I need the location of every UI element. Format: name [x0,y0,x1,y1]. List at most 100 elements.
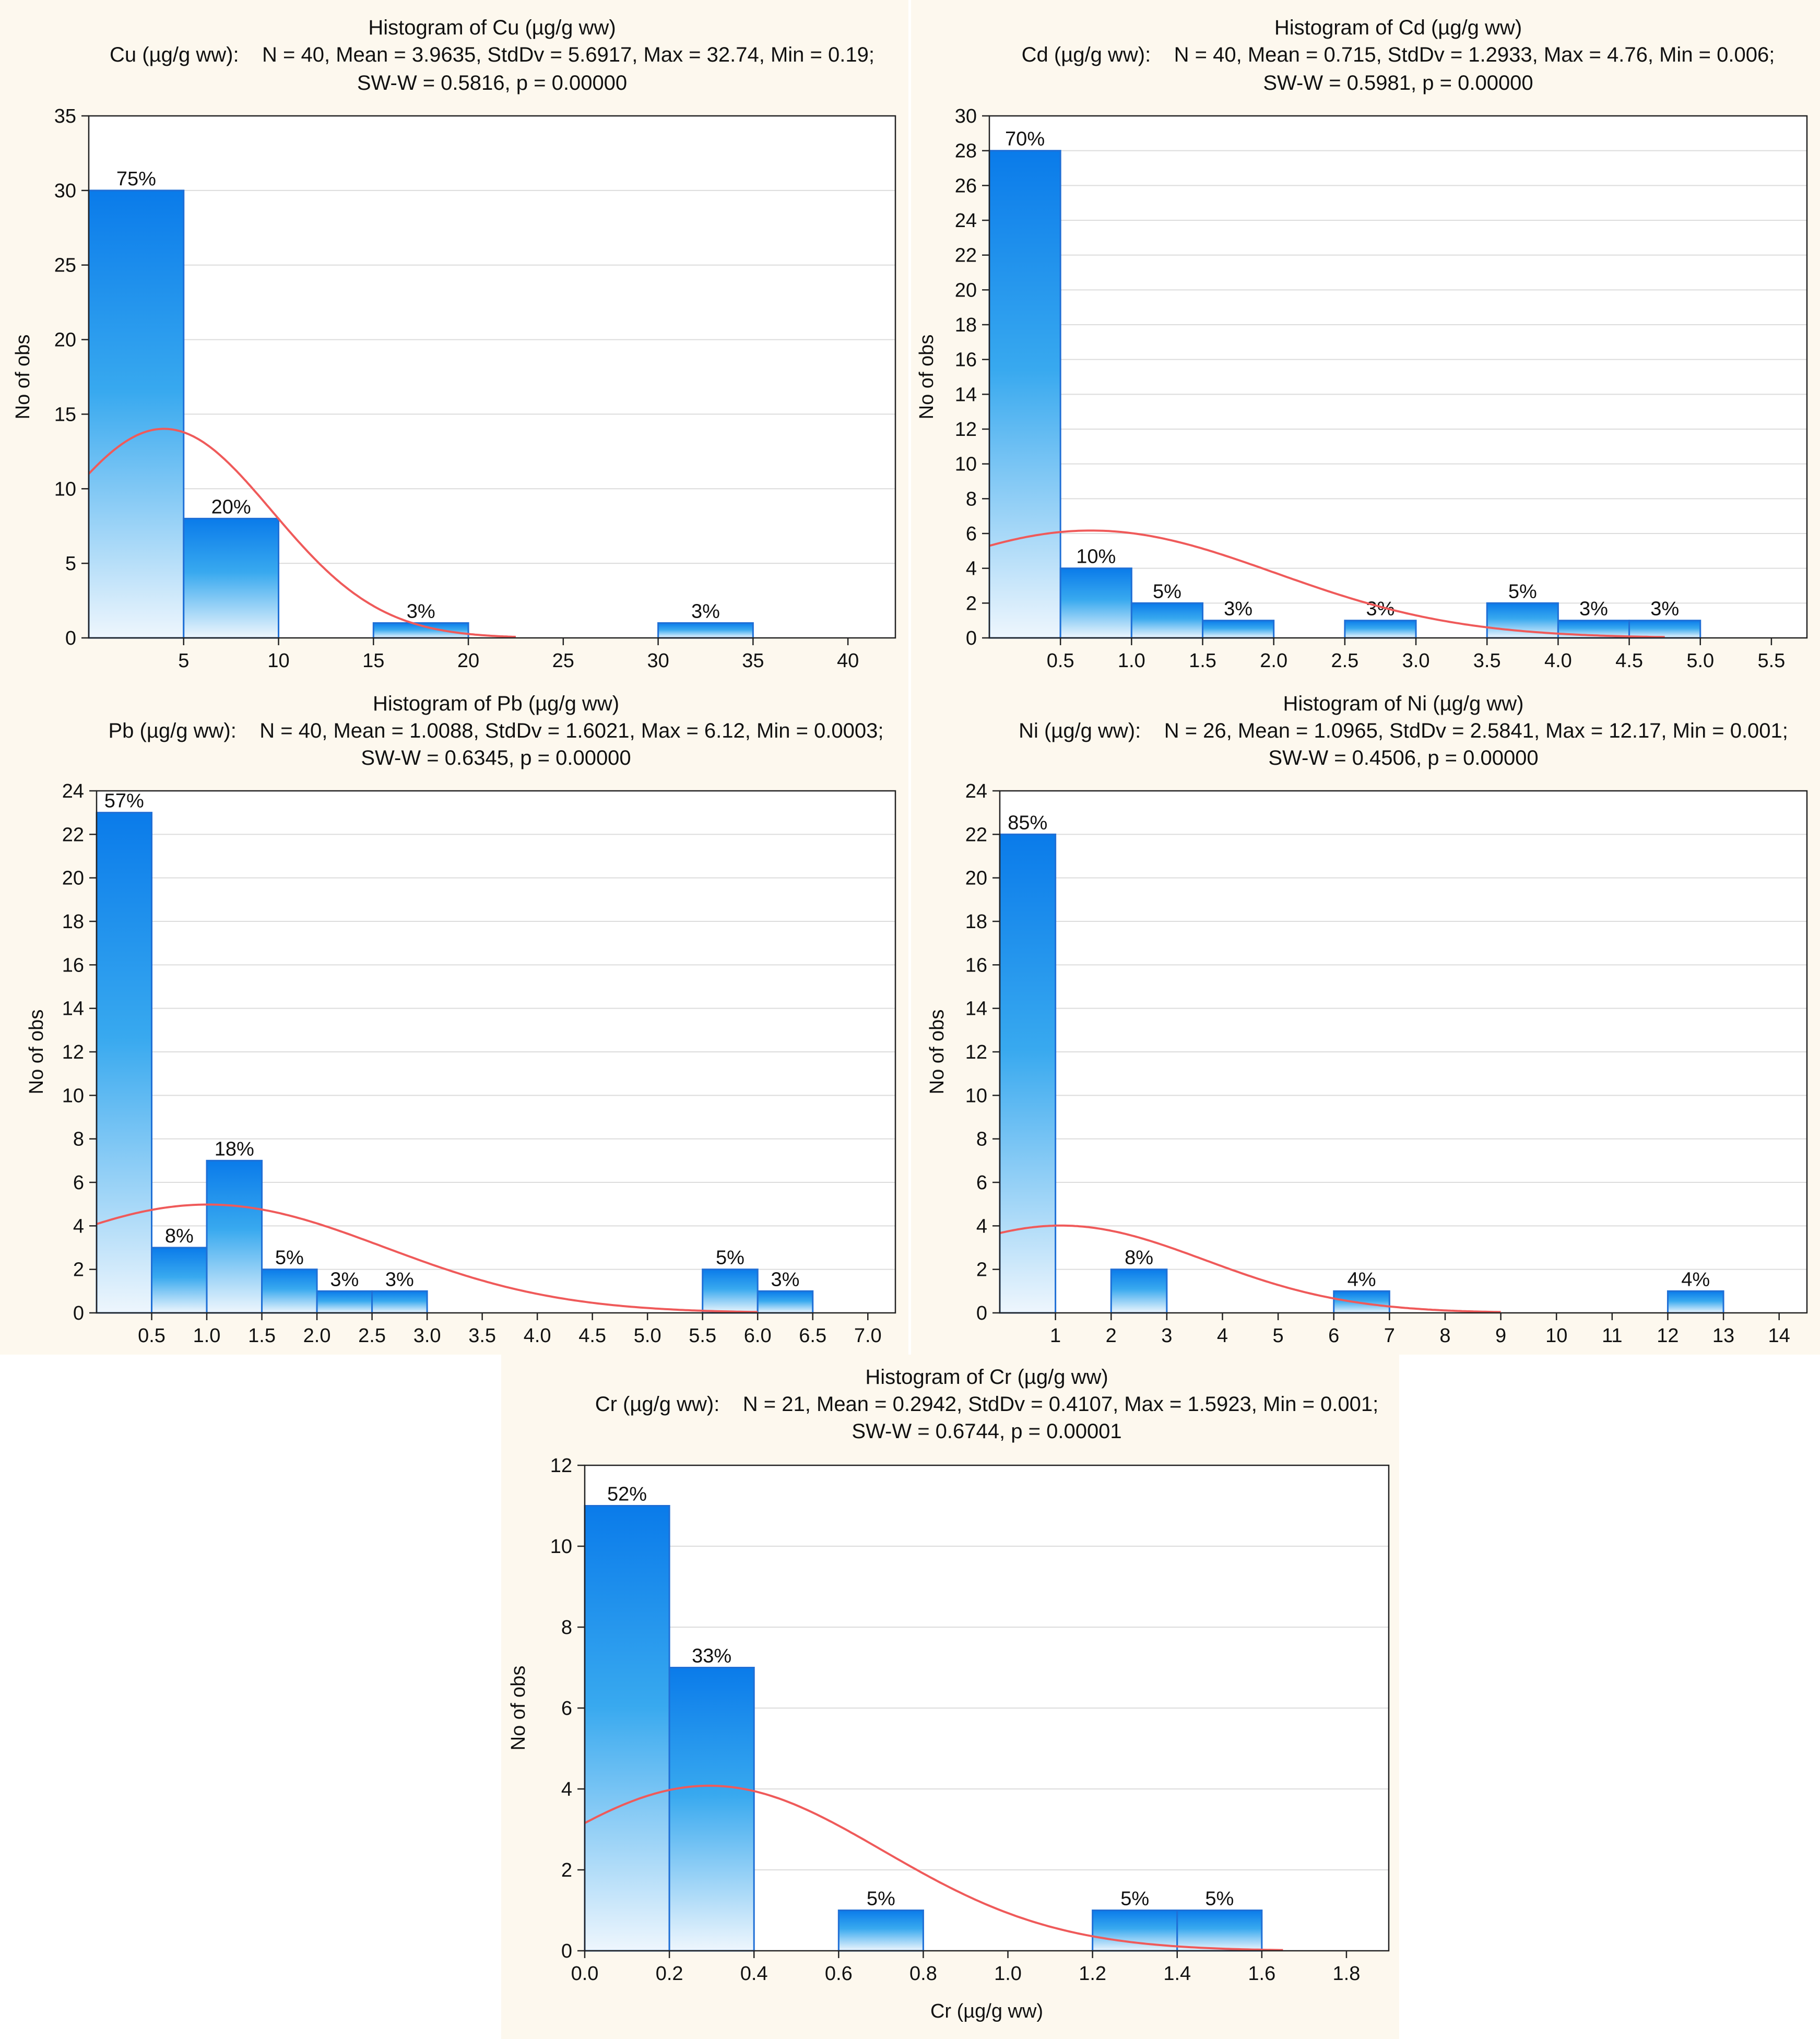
bar-percent-label: 5% [1153,580,1181,602]
bar-percent-label: 3% [1650,598,1679,620]
y-tick-label: 20 [955,279,977,301]
bar-percent-label: 5% [275,1247,304,1269]
x-tick-label: 8 [1439,1325,1450,1347]
x-axis-label: Cr (µg/g ww) [930,2000,1043,2022]
x-tick-label: 2 [1106,1325,1117,1347]
histogram-bar [657,622,754,639]
x-tick-label: 1.0 [1118,650,1145,672]
histogram-bar [206,1159,263,1314]
histogram-bar [1092,1910,1178,1952]
y-tick-label: 24 [62,780,84,802]
x-tick-label: 3.5 [468,1325,496,1347]
y-tick-label: 24 [955,210,977,232]
bar-percent-label: 33% [692,1645,731,1667]
bar-percent-label: 3% [330,1269,359,1290]
x-tick-label: 4.5 [578,1325,606,1347]
y-tick-label: 0 [65,627,76,649]
plot-frame [988,115,1808,639]
histogram-bar [1344,620,1417,639]
histogram-ni: Histogram of Ni (µg/g ww) Ni (µg/g ww): N… [911,681,1820,1355]
histogram-cu: Histogram of Cu (µg/g ww) Cu (µg/g ww): N… [0,0,908,681]
histogram-bar [96,812,153,1314]
x-tick-label: 12 [1657,1325,1679,1347]
bar-percent-label: 8% [165,1225,194,1247]
y-tick-label: 0 [561,1940,572,1962]
x-tick-label: 0.5 [1047,650,1074,672]
histogram-pb: Histogram of Pb (µg/g ww) Pb (µg/g ww): N… [0,681,908,1355]
histogram-bar [757,1290,814,1314]
histogram-bar [837,1910,924,1952]
x-tick-label: 9 [1495,1325,1506,1347]
y-tick-label: 16 [965,954,987,976]
y-axis-label: No of obs [12,335,34,420]
histogram-bar [702,1269,759,1314]
x-tick-label: 30 [647,650,669,672]
chart-title: Histogram of Cd (µg/g ww) [1274,16,1522,39]
bar-percent-label: 20% [211,496,251,518]
y-axis-label: No of obs [916,335,938,420]
y-tick-label: 35 [54,105,76,127]
bar-percent-label: 5% [716,1247,744,1269]
y-tick-label: 20 [54,329,76,351]
y-axis-label: No of obs [926,1010,948,1095]
chart-stats-line-2: SW-W = 0.6345, p = 0.00000 [361,746,631,769]
y-tick-label: 10 [54,478,76,500]
y-tick-label: 25 [54,255,76,277]
bar-percent-label: 4% [1681,1269,1710,1290]
bar-percent-label: 5% [1508,580,1537,602]
x-tick-label: 2.5 [1331,650,1358,672]
x-tick-label: 7 [1384,1325,1395,1347]
y-tick-label: 2 [73,1259,84,1281]
bar-percent-label: 8% [1125,1247,1153,1269]
y-tick-label: 18 [62,911,84,933]
histogram-bar [1176,1910,1263,1952]
y-axis-label: No of obs [507,1666,529,1751]
x-tick-label: 1.8 [1333,1963,1361,1985]
bar-percent-label: 5% [1120,1888,1149,1910]
y-tick-label: 4 [976,1215,987,1237]
x-tick-label: 5.5 [1757,650,1785,672]
histogram-bar [584,1505,670,1952]
histogram-cd: Histogram of Cd (µg/g ww) Cd (µg/g ww): N… [911,0,1820,681]
x-tick-label: 3.0 [413,1325,441,1347]
x-tick-label: 2.0 [303,1325,331,1347]
histogram-bar [1059,567,1132,639]
chart-title: Histogram of Pb (µg/g ww) [373,692,619,715]
y-tick-label: 15 [54,404,76,425]
y-tick-label: 2 [976,1259,987,1281]
x-tick-label: 4 [1217,1325,1228,1347]
bar-percent-label: 18% [215,1138,254,1160]
y-tick-label: 0 [966,627,977,649]
histogram-bar [371,1290,428,1314]
histogram-bar [1628,620,1701,639]
x-tick-label: 20 [457,650,479,672]
y-tick-label: 26 [955,175,977,197]
histogram-bar [316,1290,373,1314]
y-tick-label: 10 [550,1536,572,1558]
x-tick-label: 25 [552,650,574,672]
y-tick-label: 22 [965,824,987,846]
x-tick-label: 6.0 [744,1325,772,1347]
normal-fit-curve [999,1224,1501,1313]
y-tick-label: 16 [62,954,84,976]
x-tick-label: 0.2 [656,1963,683,1985]
histogram-bar [88,189,185,639]
x-tick-label: 0.8 [909,1963,937,1985]
x-tick-label: 1.2 [1079,1963,1106,1985]
y-tick-label: 12 [955,419,977,441]
x-tick-label: 5.5 [689,1325,716,1347]
x-tick-label: 5.0 [1686,650,1714,672]
histogram-bar [261,1269,318,1314]
bar-percent-label: 75% [116,168,156,190]
y-tick-label: 22 [955,245,977,267]
y-tick-label: 16 [955,349,977,371]
bar-percent-label: 3% [385,1269,414,1290]
y-tick-label: 24 [965,780,987,802]
bar-percent-label: 3% [691,600,720,622]
chart-title: Histogram of Ni (µg/g ww) [1283,692,1524,715]
normal-fit-curve [584,1784,1283,1951]
histogram-bar [151,1247,208,1314]
histogram-bar [988,150,1061,639]
bar-percent-label: 3% [771,1269,800,1290]
plot-area [989,116,1807,638]
